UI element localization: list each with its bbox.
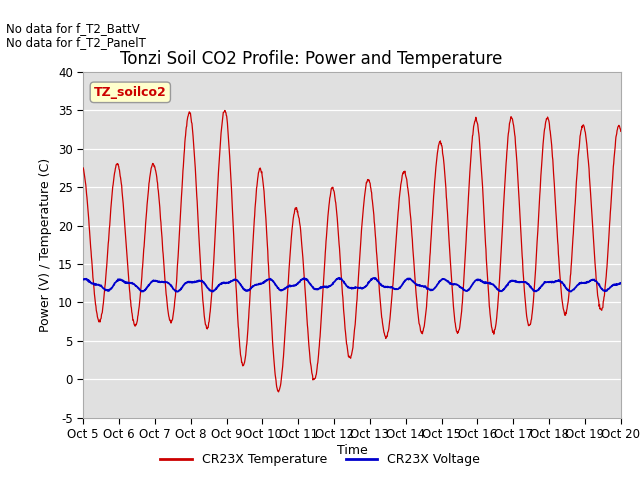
CR23X Temperature xyxy=(275,389,282,395)
Legend: CR23X Temperature, CR23X Voltage: CR23X Temperature, CR23X Voltage xyxy=(156,448,484,471)
CR23X Voltage xyxy=(199,279,207,285)
CR23X Voltage xyxy=(335,275,343,281)
Y-axis label: Power (V) / Temperature (C): Power (V) / Temperature (C) xyxy=(39,158,52,332)
X-axis label: Time: Time xyxy=(337,444,367,457)
CR23X Temperature xyxy=(186,110,193,116)
CR23X Voltage xyxy=(506,279,514,285)
CR23X Voltage xyxy=(209,289,217,295)
CR23X Temperature xyxy=(199,297,207,302)
Text: TZ_soilco2: TZ_soilco2 xyxy=(94,86,166,99)
CR23X Temperature xyxy=(554,239,561,244)
CR23X Temperature xyxy=(617,129,625,134)
CR23X Voltage xyxy=(617,280,625,286)
CR23X Voltage xyxy=(436,278,444,284)
Text: No data for f_T2_PanelT: No data for f_T2_PanelT xyxy=(6,36,147,49)
CR23X Temperature xyxy=(506,118,514,124)
CR23X Voltage xyxy=(79,276,87,282)
CR23X Voltage xyxy=(554,278,561,284)
CR23X Temperature xyxy=(221,108,228,113)
CR23X Temperature xyxy=(79,165,87,171)
CR23X Voltage xyxy=(186,279,193,285)
CR23X Temperature xyxy=(436,139,444,145)
Line: CR23X Temperature: CR23X Temperature xyxy=(83,110,621,392)
Line: CR23X Voltage: CR23X Voltage xyxy=(83,278,621,292)
Text: No data for f_T2_BattV: No data for f_T2_BattV xyxy=(6,22,140,35)
CR23X Temperature xyxy=(259,181,267,187)
CR23X Voltage xyxy=(259,279,267,285)
Text: Tonzi Soil CO2 Profile: Power and Temperature: Tonzi Soil CO2 Profile: Power and Temper… xyxy=(120,49,502,68)
